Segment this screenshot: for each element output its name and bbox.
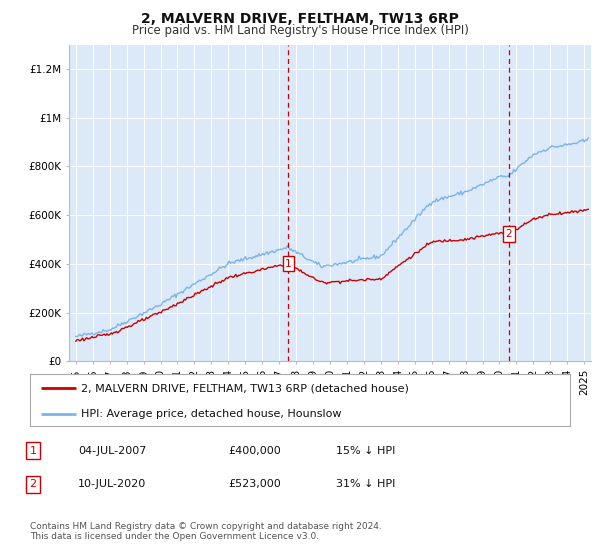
- Text: Price paid vs. HM Land Registry's House Price Index (HPI): Price paid vs. HM Land Registry's House …: [131, 24, 469, 37]
- Text: 04-JUL-2007: 04-JUL-2007: [78, 446, 146, 456]
- Text: £523,000: £523,000: [228, 479, 281, 489]
- Text: 31% ↓ HPI: 31% ↓ HPI: [336, 479, 395, 489]
- Text: 1: 1: [285, 259, 292, 269]
- Text: 2, MALVERN DRIVE, FELTHAM, TW13 6RP: 2, MALVERN DRIVE, FELTHAM, TW13 6RP: [141, 12, 459, 26]
- Text: Contains HM Land Registry data © Crown copyright and database right 2024.
This d: Contains HM Land Registry data © Crown c…: [30, 522, 382, 542]
- Text: 15% ↓ HPI: 15% ↓ HPI: [336, 446, 395, 456]
- Text: 2, MALVERN DRIVE, FELTHAM, TW13 6RP (detached house): 2, MALVERN DRIVE, FELTHAM, TW13 6RP (det…: [82, 383, 409, 393]
- Text: 2: 2: [29, 479, 37, 489]
- Text: HPI: Average price, detached house, Hounslow: HPI: Average price, detached house, Houn…: [82, 409, 342, 419]
- Text: 10-JUL-2020: 10-JUL-2020: [78, 479, 146, 489]
- Text: 1: 1: [29, 446, 37, 456]
- Text: 2: 2: [505, 229, 512, 239]
- Text: £400,000: £400,000: [228, 446, 281, 456]
